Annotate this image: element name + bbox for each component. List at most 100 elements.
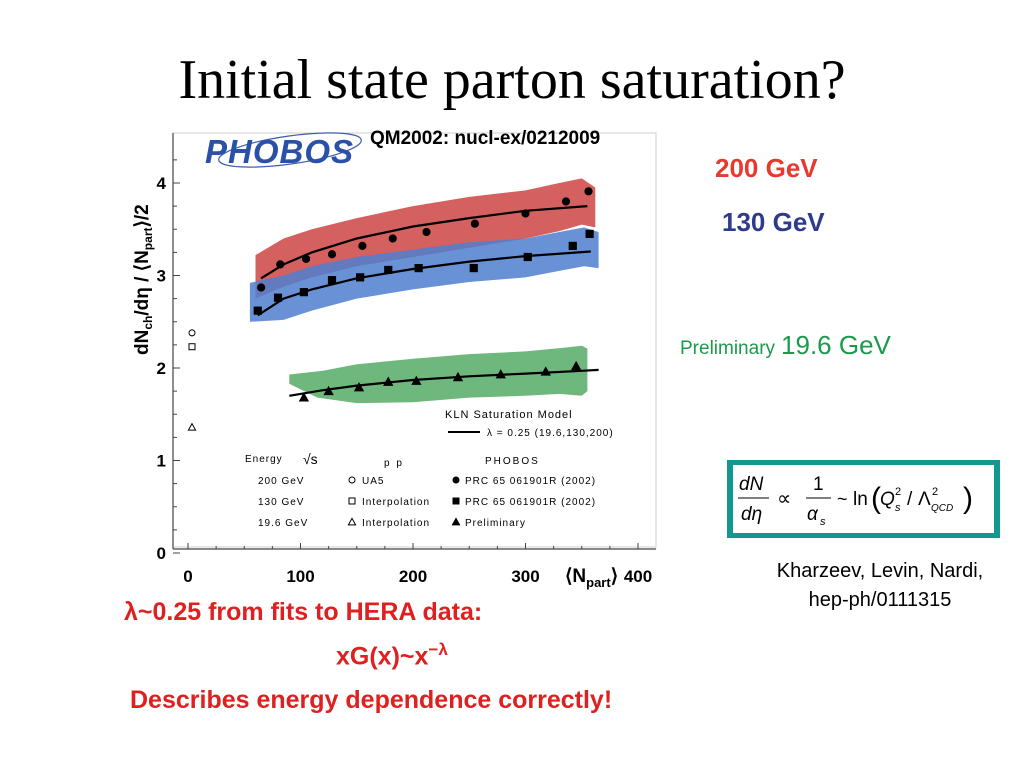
data-point-200-gev xyxy=(584,187,593,196)
data-point-200-gev xyxy=(521,209,530,218)
y-tick-label: 2 xyxy=(157,359,166,378)
model-legend-line-label: λ = 0.25 (19.6,130,200) xyxy=(487,428,614,439)
x-tick-label: 400 xyxy=(624,567,652,586)
data-point-19.6-gev xyxy=(298,392,310,402)
reference-point xyxy=(188,329,196,337)
data-point-130-gev xyxy=(523,252,532,262)
legend-phobos-marker xyxy=(451,517,461,526)
formula-dn: dN xyxy=(739,474,764,495)
y-tick-label: 1 xyxy=(157,452,166,471)
formula-tilde: ~ xyxy=(837,489,848,509)
x-axis-label: ⟨Npart⟩ xyxy=(565,566,618,590)
bottom-line-2-sup: −λ xyxy=(428,640,448,659)
data-point-200-gev xyxy=(358,241,367,250)
x-tick-label: 200 xyxy=(399,567,427,586)
legend-header-sqrts: √s xyxy=(303,451,318,467)
energy-130-label: 130 GeV xyxy=(722,207,825,237)
data-point-200-gev xyxy=(302,254,311,263)
data-point-200-gev xyxy=(388,234,397,243)
band-19.6-gev xyxy=(289,345,588,404)
data-point-130-gev xyxy=(253,306,262,315)
model-legend: KLN Saturation Model λ = 0.25 (19.6,130,… xyxy=(445,409,614,439)
legend-header-phobos: PHOBOS xyxy=(485,456,540,467)
formula-lambda-sup: 2 xyxy=(932,486,938,498)
formula-lambda-sub: QCD xyxy=(931,503,953,514)
data-point-19.6-gev xyxy=(452,371,464,382)
citation-line-1: Kharzeev, Levin, Nardi, xyxy=(776,560,984,582)
legend-pp-label: UA5 xyxy=(362,476,384,487)
formula-paren-close: ) xyxy=(963,482,973,515)
legend-phobos-marker xyxy=(452,476,460,484)
ticks-layer: 0 100 200 300 400 0 1 2 3 4 xyxy=(157,159,652,586)
formula-q: Q xyxy=(880,489,895,510)
x-tick-label: 0 xyxy=(183,567,192,586)
bands-layer xyxy=(249,178,599,404)
legend-pp-marker xyxy=(348,476,356,484)
formula-content: dN dη ∝ 1 α s ~ ln ( Q 2 s / Λ 2 QCD ) xyxy=(733,465,994,533)
y-tick-label: 3 xyxy=(157,267,166,286)
data-point-200-gev xyxy=(470,219,479,228)
bottom-line-2-text: xG(x)~x xyxy=(336,642,429,671)
phobos-logo-text: PHOBOS xyxy=(205,133,354,170)
data-point-200-gev xyxy=(422,227,431,237)
citation: Kharzeev, Levin, Nardi, hep-ph/0111315 xyxy=(740,557,1020,615)
energy-200-label: 200 GeV xyxy=(715,153,818,183)
legend-phobos-label: PRC 65 061901R (2002) xyxy=(465,476,596,487)
reference-label: QM2002: nucl-ex/0212009 xyxy=(370,128,601,149)
points-layer xyxy=(187,187,594,431)
legend-energy: 130 GeV xyxy=(258,497,304,508)
data-point-130-gev xyxy=(356,273,365,282)
data-legend: Energy √s p p PHOBOS 200 GeV UA5 PRC 65 06… xyxy=(245,451,596,529)
fit-line-200-gev xyxy=(260,205,588,280)
data-point-130-gev xyxy=(384,265,393,275)
x-tick-label: 100 xyxy=(286,567,314,586)
formula-q-sub: s xyxy=(895,502,901,514)
bottom-line-3: Describes energy dependence correctly! xyxy=(130,686,613,714)
y-axis-label: dNch/dη / ⟨Npart⟩/2 xyxy=(132,204,155,355)
reference-point xyxy=(188,343,196,351)
data-point-19.6-gev xyxy=(570,360,582,371)
reference-point xyxy=(187,422,197,431)
data-point-200-gev xyxy=(276,260,285,269)
data-point-130-gev xyxy=(327,276,337,285)
legend-phobos-label: PRC 65 061901R (2002) xyxy=(465,497,596,508)
legend-phobos-label: Preliminary xyxy=(465,518,526,529)
data-point-200-gev xyxy=(327,250,337,259)
data-point-130-gev xyxy=(585,229,594,238)
legend-pp-label: Interpolation xyxy=(362,497,430,508)
y-tick-label: 4 xyxy=(157,174,167,193)
axes-layer xyxy=(172,133,656,550)
legend-header-energy: Energy xyxy=(245,454,283,465)
formula-alpha: α xyxy=(807,504,819,525)
slide-title: Initial state parton saturation? xyxy=(178,49,846,111)
preliminary-label: Preliminary 19.6 GeV xyxy=(680,330,891,361)
legend-energy: 19.6 GeV xyxy=(258,518,308,529)
formula-paren-open: ( xyxy=(871,482,881,515)
data-point-130-gev xyxy=(299,288,308,297)
data-point-130-gev xyxy=(469,264,478,273)
formula-box: dN dη ∝ 1 α s ~ ln ( Q 2 s / Λ 2 QCD ) xyxy=(727,460,1000,538)
data-point-130-gev xyxy=(568,241,577,251)
legend-pp-marker xyxy=(347,517,357,526)
formula-propto: ∝ xyxy=(777,488,791,510)
legend-pp-label: Interpolation xyxy=(362,518,430,529)
energy-19-label: 19.6 GeV xyxy=(781,330,891,360)
band-130-gev xyxy=(249,227,599,322)
y-tick-label: 0 xyxy=(157,544,166,563)
data-point-19.6-gev xyxy=(383,376,394,386)
bottom-line-1: λ~0.25 from fits to HERA data: xyxy=(124,598,483,626)
citation-line-2: hep-ph/0111315 xyxy=(808,589,952,611)
model-legend-title: KLN Saturation Model xyxy=(445,409,573,421)
data-point-19.6-gev xyxy=(323,385,334,396)
preliminary-word: Preliminary xyxy=(680,338,776,359)
legend-pp-marker xyxy=(348,497,356,505)
data-point-19.6-gev xyxy=(495,369,506,379)
formula-ln: ln xyxy=(853,489,868,510)
data-point-200-gev xyxy=(257,283,266,292)
data-point-130-gev xyxy=(273,293,283,302)
formula-one: 1 xyxy=(813,474,824,495)
formula-lambda: Λ xyxy=(918,489,931,510)
data-point-19.6-gev xyxy=(353,382,365,392)
legend-energy: 200 GeV xyxy=(258,476,304,487)
